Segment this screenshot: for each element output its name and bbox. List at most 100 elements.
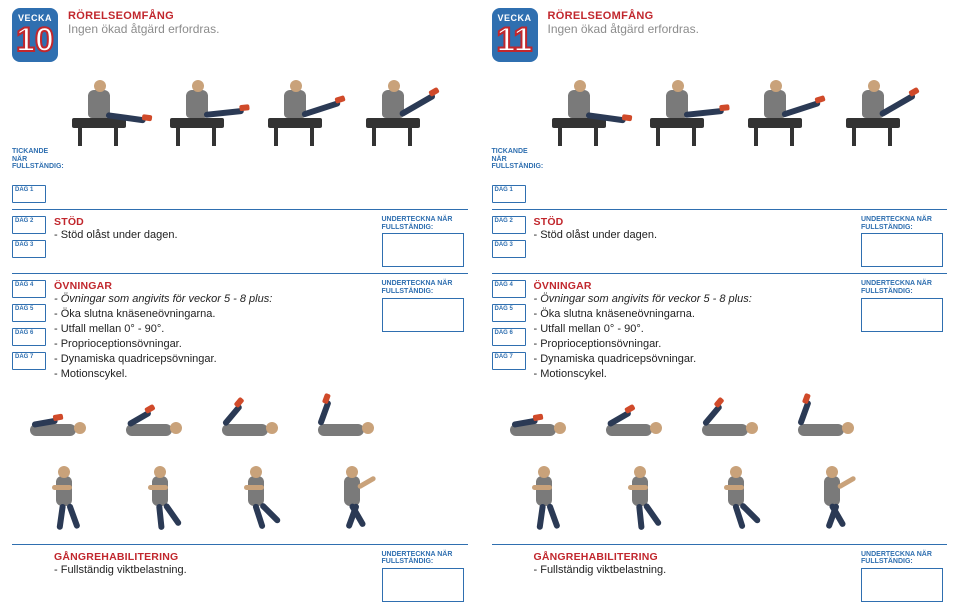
tick-label-block: TICKANDE NÄR FULLSTÄNDIG: [492, 148, 534, 171]
separator [12, 273, 468, 274]
stod-line: - Stöd olåst under dagen. [54, 228, 376, 243]
ovn-line: - Proprioceptionsövningar. [534, 337, 856, 352]
exercise-figures-standing [502, 454, 948, 534]
page: VECKA 10 RÖRELSEOMFÅNG Ingen ökad åtgärd… [0, 0, 959, 595]
separator [12, 209, 468, 210]
vecka-badge: VECKA 10 [12, 8, 58, 62]
header-text: RÖRELSEOMFÅNG Ingen ökad åtgärd erfordra… [68, 8, 468, 36]
header-row: VECKA 10 RÖRELSEOMFÅNG Ingen ökad åtgärd… [12, 8, 468, 62]
sign-label-l1: UNDERTECKNA NÄR [861, 216, 947, 224]
gangrehab-block: GÅNGREHABILITERING - Fullständig viktbel… [12, 551, 468, 602]
separator [492, 273, 948, 274]
exercise-figure [22, 454, 110, 534]
day-box-3[interactable]: DAG 3 [12, 240, 46, 258]
exercise-figures-standing [22, 454, 468, 534]
exercise-figures-lying [502, 388, 948, 444]
day-box-2[interactable]: DAG 2 [12, 216, 46, 234]
ovn-line: - Utfall mellan 0° - 90°. [54, 322, 376, 337]
ovn-line: - Motionscykel. [534, 367, 856, 382]
exercise-figure [598, 454, 686, 534]
header-title: RÖRELSEOMFÅNG [548, 10, 948, 22]
day-box-1[interactable]: DAG 1 [492, 185, 526, 203]
exercise-figure [694, 388, 782, 444]
week-column-11: VECKA 11 RÖRELSEOMFÅNG Ingen ökad åtgärd… [480, 0, 959, 595]
ovningar-block: DAG 4 DAG 5 DAG 6 DAG 7 ÖVNINGAR - Övnin… [492, 280, 948, 381]
exercise-figure [362, 72, 452, 138]
exercise-figure [214, 388, 302, 444]
day-box-5[interactable]: DAG 5 [12, 304, 46, 322]
ovn-line: - Dynamiska quadricepsövningar. [534, 352, 856, 367]
separator [492, 544, 948, 545]
exercise-figure [214, 454, 302, 534]
ovn-line: - Utfall mellan 0° - 90°. [534, 322, 856, 337]
sign-label-l1: UNDERTECKNA NÄR [382, 216, 468, 224]
stod-title: STÖD [534, 216, 856, 228]
exercise-figure [598, 388, 686, 444]
day-box-6[interactable]: DAG 6 [492, 328, 526, 346]
header-title: RÖRELSEOMFÅNG [68, 10, 468, 22]
exercise-figure [790, 388, 878, 444]
separator [12, 544, 468, 545]
day-box-4[interactable]: DAG 4 [12, 280, 46, 298]
day-box-1[interactable]: DAG 1 [12, 185, 46, 203]
exercise-figure [646, 72, 736, 138]
gang-title: GÅNGREHABILITERING [54, 551, 376, 563]
exercise-figures-sitting [548, 68, 948, 138]
ovn-line: - Motionscykel. [54, 367, 376, 382]
sign-label-l1: UNDERTECKNA NÄR [861, 280, 947, 288]
day-box-4[interactable]: DAG 4 [492, 280, 526, 298]
day-box-6[interactable]: DAG 6 [12, 328, 46, 346]
gang-line: - Fullständig viktbelastning. [54, 563, 376, 578]
ovn-line: - Övningar som angivits för veckor 5 - 8… [534, 293, 752, 305]
sign-box[interactable] [861, 233, 943, 267]
tick-label-line2: FULLSTÄNDIG: [492, 163, 534, 171]
exercise-figure [694, 454, 782, 534]
vecka-number: 11 [497, 23, 533, 57]
sign-box[interactable] [861, 568, 943, 602]
ovningar-body: - Övningar som angivits för veckor 5 - 8… [534, 292, 856, 381]
sign-box[interactable] [382, 298, 464, 332]
tick-label-line1: TICKANDE NÄR [492, 148, 534, 163]
sign-label-l2: FULLSTÄNDIG: [861, 558, 947, 566]
ovningar-title: ÖVNINGAR [534, 280, 856, 292]
sign-label-l2: FULLSTÄNDIG: [382, 224, 468, 232]
sign-label-l1: UNDERTECKNA NÄR [382, 280, 468, 288]
day-box-7[interactable]: DAG 7 [492, 352, 526, 370]
ovn-line: - Dynamiska quadricepsövningar. [54, 352, 376, 367]
stod-line: - Stöd olåst under dagen. [534, 228, 856, 243]
sign-box[interactable] [382, 233, 464, 267]
gang-title: GÅNGREHABILITERING [534, 551, 856, 563]
ovn-line: - Öka slutna knäseneövningarna. [534, 307, 856, 322]
sign-label-l2: FULLSTÄNDIG: [382, 288, 468, 296]
ovningar-title: ÖVNINGAR [54, 280, 376, 292]
vecka-badge: VECKA 11 [492, 8, 538, 62]
exercise-figure [502, 388, 590, 444]
sign-label-l2: FULLSTÄNDIG: [861, 288, 947, 296]
week-column-10: VECKA 10 RÖRELSEOMFÅNG Ingen ökad åtgärd… [0, 0, 480, 595]
day-box-2[interactable]: DAG 2 [492, 216, 526, 234]
header-subtitle: Ingen ökad åtgärd erfordras. [68, 22, 468, 36]
exercise-figure [22, 388, 110, 444]
exercise-figure [310, 454, 398, 534]
tick-label-line2: FULLSTÄNDIG: [12, 163, 54, 171]
day-box-7[interactable]: DAG 7 [12, 352, 46, 370]
exercise-figure [264, 72, 354, 138]
stod-block: DAG 2 DAG 3 STÖD - Stöd olåst under dage… [12, 216, 468, 267]
exercise-figure [744, 72, 834, 138]
day-box-3[interactable]: DAG 3 [492, 240, 526, 258]
tick-label-line1: TICKANDE NÄR [12, 148, 54, 163]
tick-block: TICKANDE NÄR FULLSTÄNDIG: DAG 1 [492, 148, 948, 203]
exercise-figure [118, 454, 206, 534]
sign-box[interactable] [861, 298, 943, 332]
tick-block: TICKANDE NÄR FULLSTÄNDIG: DAG 1 [12, 148, 468, 203]
exercise-figure [502, 454, 590, 534]
gangrehab-block: GÅNGREHABILITERING - Fullständig viktbel… [492, 551, 948, 602]
tick-label-block: TICKANDE NÄR FULLSTÄNDIG: [12, 148, 54, 171]
day-box-5[interactable]: DAG 5 [492, 304, 526, 322]
sign-label-l2: FULLSTÄNDIG: [861, 224, 947, 232]
header-subtitle: Ingen ökad åtgärd erfordras. [548, 22, 948, 36]
ovn-line: - Övningar som angivits för veckor 5 - 8… [54, 293, 272, 305]
header-text: RÖRELSEOMFÅNG Ingen ökad åtgärd erfordra… [548, 8, 948, 36]
sign-box[interactable] [382, 568, 464, 602]
exercise-figure [842, 72, 932, 138]
